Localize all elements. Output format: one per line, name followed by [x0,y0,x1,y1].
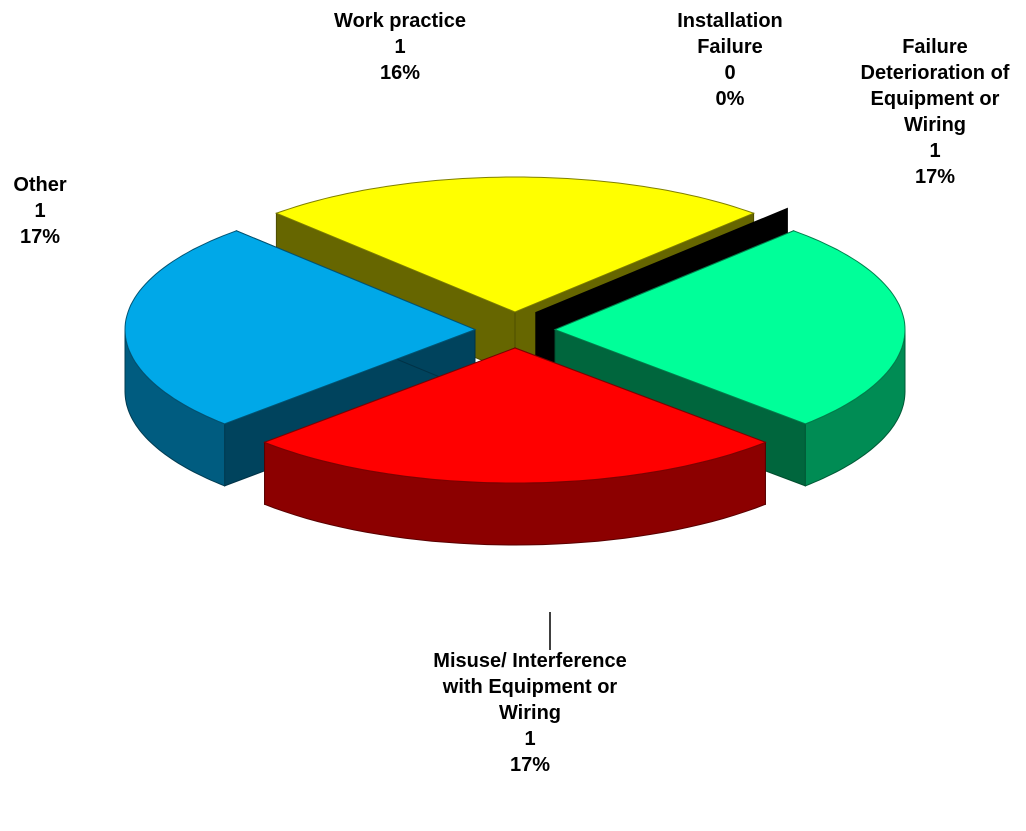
label-percent: 17% [914,166,956,188]
slice-top [553,230,906,425]
slice-top [263,347,767,484]
label-value: 1 [34,200,46,222]
label-category: Other [13,174,67,196]
label-percent: 17% [509,754,551,776]
slice-label: Failure Deterioration of Equipment or Wi… [840,34,1026,190]
slice-top [124,230,477,425]
label-percent: 16% [379,62,421,84]
label-category: Misuse/ Interference with Equipment or W… [433,650,627,724]
slice-label: Misuse/ Interference with Equipment or W… [430,648,630,778]
label-value: 0 [724,62,736,84]
slice-label: Other 1 17% [5,172,75,250]
slice-label: Installation Failure 0 0% [655,8,805,112]
label-category: Work practice [334,10,466,32]
slice-label: Work practice 1 16% [300,8,500,86]
label-value: 1 [394,36,406,58]
label-category: Failure Deterioration of Equipment or Wi… [860,36,1010,136]
pie-slice [263,347,767,546]
label-value: 1 [524,728,536,750]
label-percent: 17% [19,226,61,248]
label-percent: 0% [715,88,745,110]
slice-top [274,176,756,313]
label-category: Installation Failure [677,10,783,58]
label-value: 1 [929,140,941,162]
